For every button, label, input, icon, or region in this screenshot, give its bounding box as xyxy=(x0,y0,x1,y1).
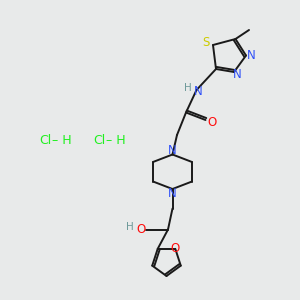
Text: Cl: Cl xyxy=(39,134,51,148)
Text: H: H xyxy=(184,82,191,93)
Text: H: H xyxy=(126,222,134,232)
Text: – H: – H xyxy=(52,134,71,148)
Text: N: N xyxy=(232,68,242,82)
Text: N: N xyxy=(247,49,256,62)
Text: Cl: Cl xyxy=(93,134,105,148)
Text: N: N xyxy=(168,187,177,200)
Text: – H: – H xyxy=(106,134,125,148)
Text: O: O xyxy=(136,223,146,236)
Text: O: O xyxy=(171,242,180,255)
Text: N: N xyxy=(194,85,202,98)
Text: O: O xyxy=(208,116,217,129)
Text: S: S xyxy=(203,35,210,49)
Text: N: N xyxy=(168,143,177,157)
